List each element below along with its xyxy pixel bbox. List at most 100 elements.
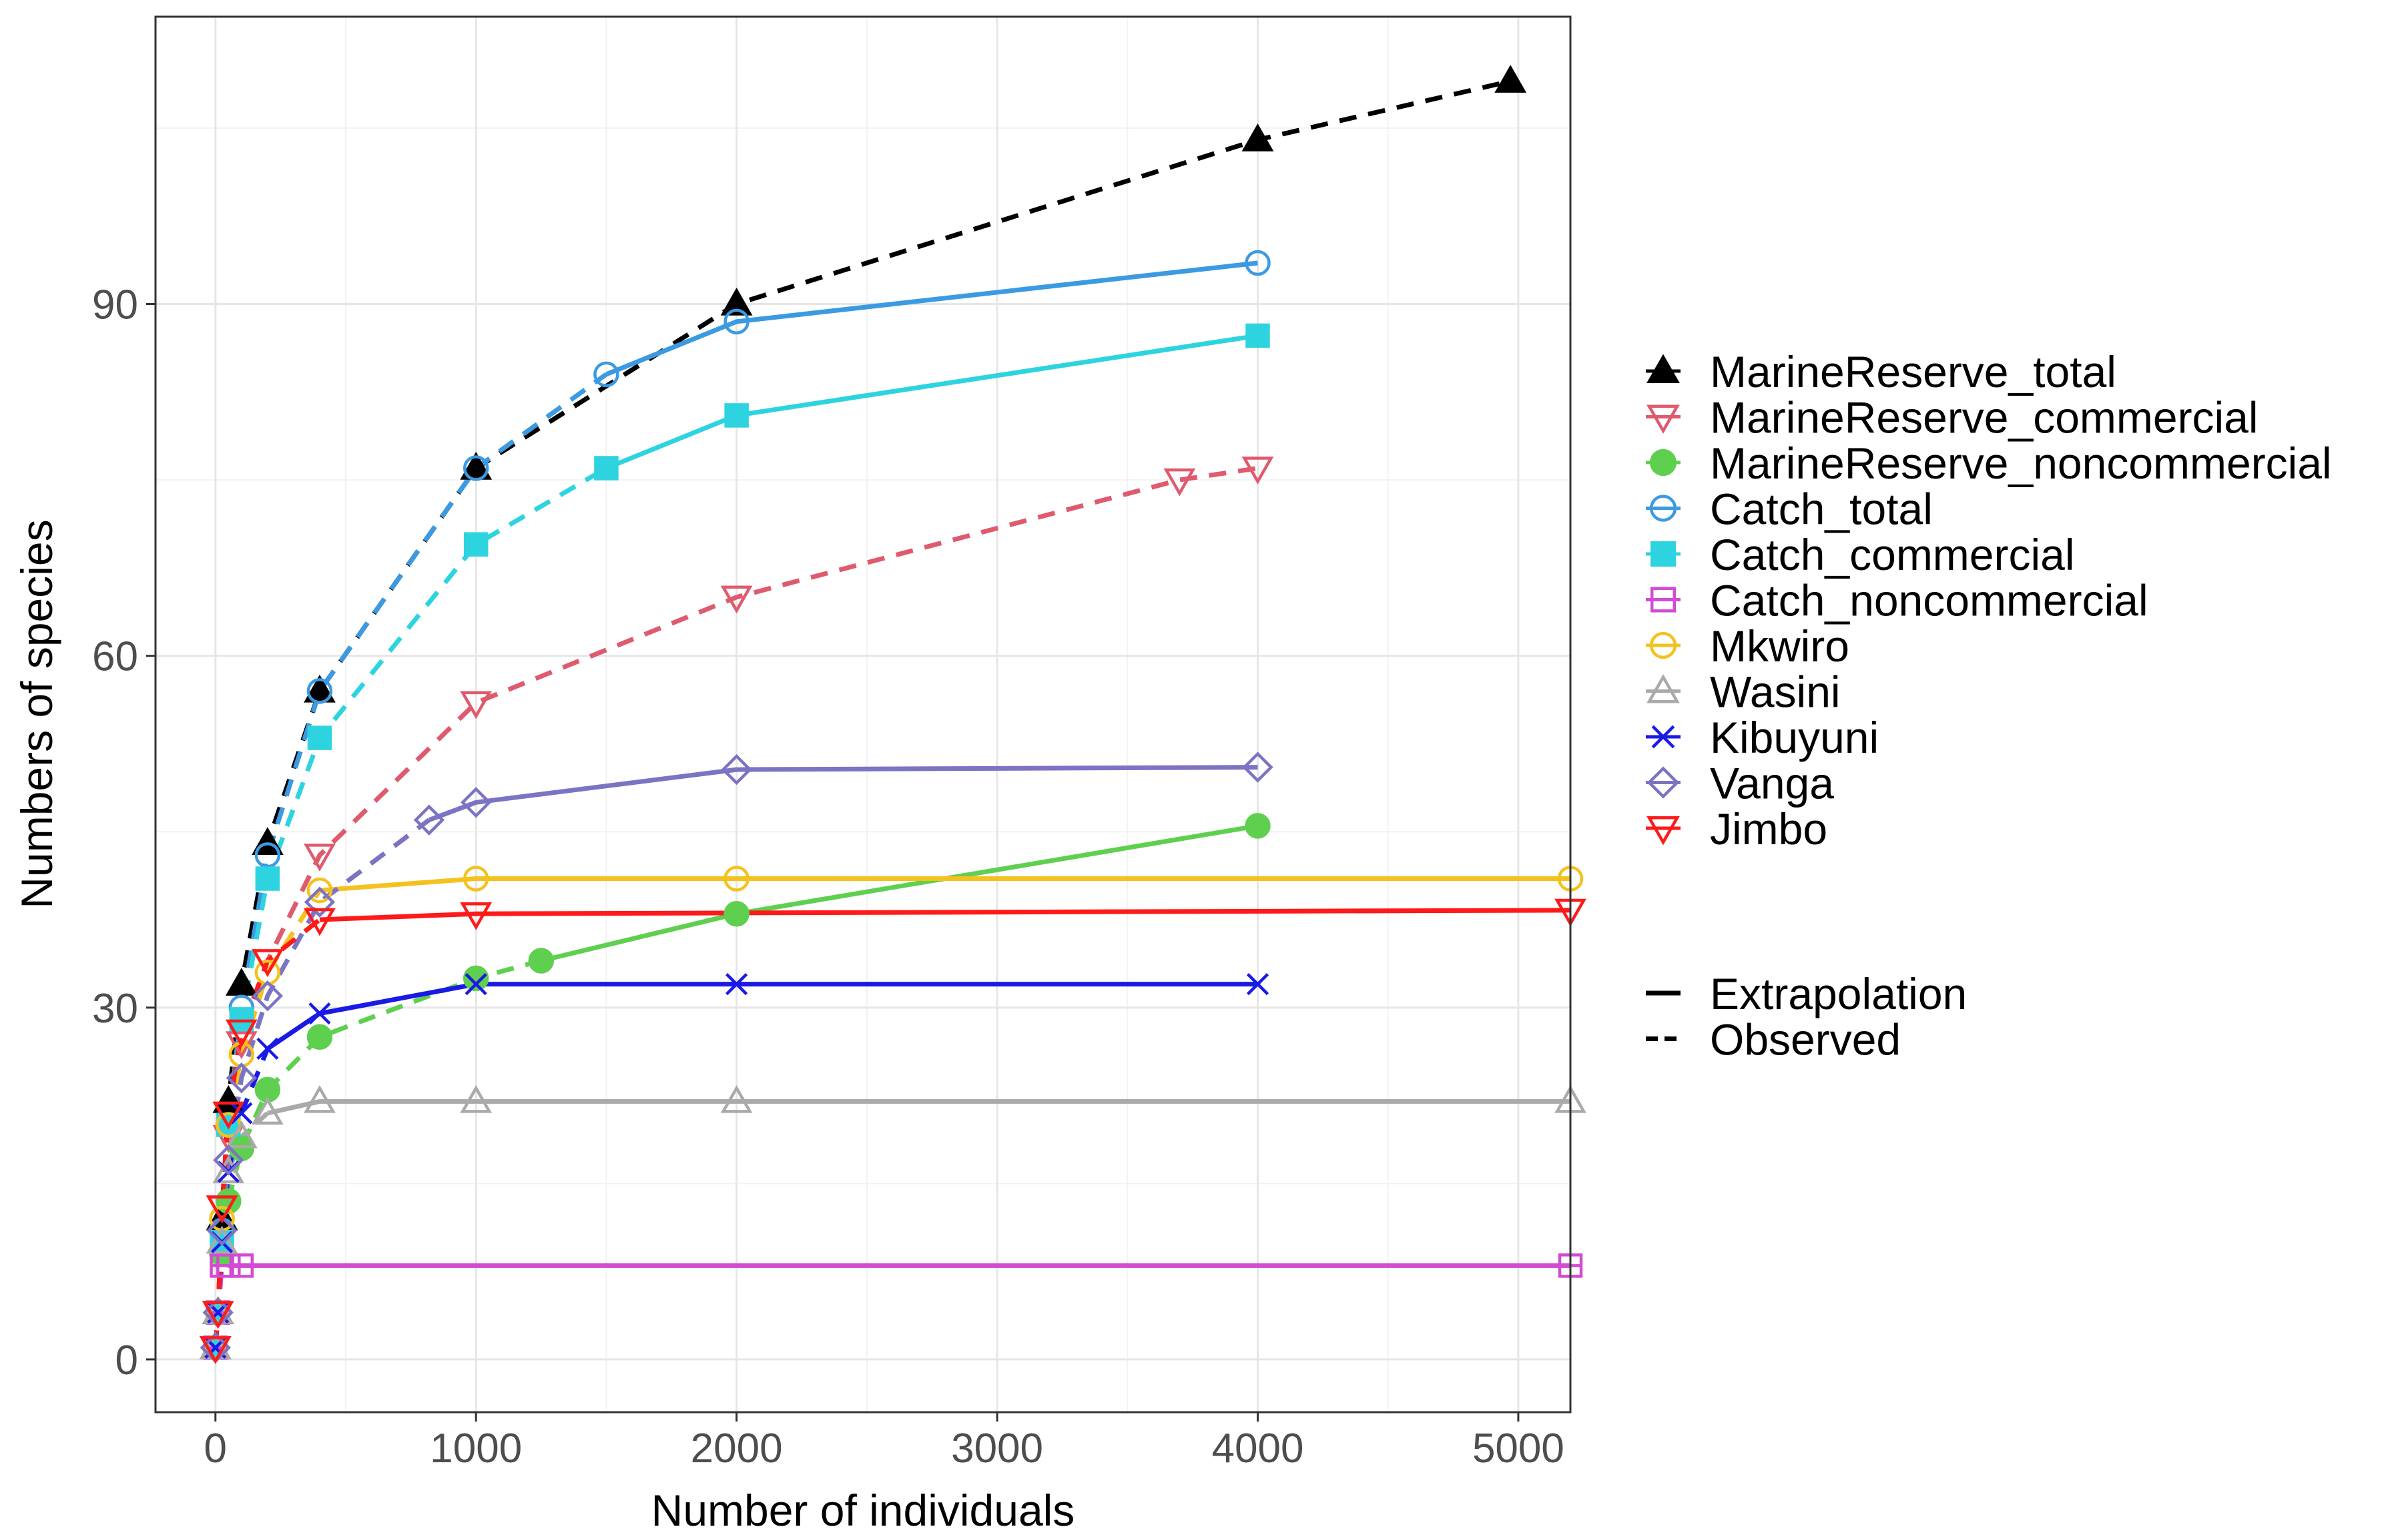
legend-label: Kibuyuni xyxy=(1710,713,1879,762)
legend-label: MarineReserve_noncommercial xyxy=(1710,438,2332,488)
point-mkwiro xyxy=(723,866,749,892)
point-jimbo xyxy=(212,1101,245,1130)
legend-marker xyxy=(1646,673,1680,703)
legend-marker xyxy=(1649,495,1677,522)
point-catch-total xyxy=(723,308,749,335)
point-wasini xyxy=(720,1085,753,1113)
point-marinereserve-commercial xyxy=(460,691,493,719)
point-catch-total xyxy=(1245,250,1271,276)
point-kibuyuni xyxy=(1246,973,1269,996)
point-kibuyuni xyxy=(230,1102,253,1125)
point-wasini xyxy=(202,1296,234,1324)
point-jimbo xyxy=(225,1019,258,1048)
point-marinereserve-noncommercial xyxy=(1245,813,1271,839)
y-tick-label: 90 xyxy=(92,282,138,328)
point-marinereserve-total xyxy=(225,968,258,996)
point-marinereserve-noncommercial xyxy=(306,1024,333,1050)
point-wasini xyxy=(225,1120,258,1149)
legend: MarineReserve_totalMarineReserve_commerc… xyxy=(1646,347,2332,854)
point-catch-total xyxy=(306,678,333,704)
point-kibuyuni xyxy=(308,1002,331,1025)
point-marinereserve-total xyxy=(720,287,753,316)
point-vanga xyxy=(304,886,336,918)
legend-item-catch-total: Catch_total xyxy=(1646,485,1933,534)
point-wasini xyxy=(304,1085,336,1113)
legend-label: Catch_commercial xyxy=(1710,530,2075,579)
point-vanga xyxy=(721,753,752,786)
point-vanga xyxy=(213,1145,244,1176)
y-axis-title: Numbers of species xyxy=(12,519,61,908)
point-jimbo xyxy=(199,1336,232,1364)
point-vanga xyxy=(252,980,284,1012)
point-marinereserve-commercial xyxy=(1163,468,1196,497)
y-tick-label: 60 xyxy=(92,634,138,680)
legend-label: Catch_noncommercial xyxy=(1710,576,2148,625)
point-mkwiro xyxy=(306,877,333,904)
point-marinereserve-total xyxy=(1241,123,1274,151)
legend-item-wasini: Wasini xyxy=(1646,667,1841,717)
point-vanga xyxy=(206,1215,238,1246)
point-catch-commercial xyxy=(724,403,749,428)
point-jimbo xyxy=(304,908,336,936)
legend-item-catch-commercial: Catch_commercial xyxy=(1646,530,2075,579)
x-tick-label: 0 xyxy=(204,1426,227,1472)
legend-marker xyxy=(1650,587,1677,613)
point-marinereserve-noncommercial xyxy=(528,948,555,974)
x-tick-label: 2000 xyxy=(691,1426,783,1472)
point-marinereserve-commercial xyxy=(720,585,753,614)
point-marinereserve-commercial xyxy=(1241,456,1274,485)
x-tick-label: 5000 xyxy=(1472,1426,1564,1472)
legend-item-marinereserve-total: MarineReserve_total xyxy=(1646,347,2116,396)
point-jimbo xyxy=(460,902,493,930)
linetype-label: Extrapolation xyxy=(1710,969,1967,1018)
legend-label: Vanga xyxy=(1710,759,1834,808)
series-line-extrapolation-wasini xyxy=(267,1099,1570,1116)
legend-item-mkwiro: Mkwiro xyxy=(1646,621,1849,671)
point-marinereserve-total xyxy=(1494,65,1527,93)
legend-marker xyxy=(1651,725,1675,749)
legend-marker xyxy=(1649,631,1677,659)
legend-item-jimbo: Jimbo xyxy=(1646,804,1827,854)
point-marinereserve-noncommercial xyxy=(723,900,749,927)
y-axis-ticks: 0 30 60 90 xyxy=(92,282,156,1383)
point-wasini xyxy=(206,1225,238,1254)
x-tick-label: 4000 xyxy=(1212,1426,1304,1472)
x-axis-title: Number of individuals xyxy=(651,1486,1075,1535)
series-line-extrapolation-vanga xyxy=(428,765,1258,822)
legend-item-marinereserve-commercial: MarineReserve_commercial xyxy=(1646,393,2259,442)
point-jimbo xyxy=(206,1195,238,1224)
legend-label: MarineReserve_commercial xyxy=(1710,393,2259,442)
x-axis-ticks: 0 1000 2000 3000 4000 5000 xyxy=(204,1412,1564,1472)
point-wasini xyxy=(199,1331,232,1359)
point-marinereserve-noncommercial xyxy=(463,965,489,992)
legend-item-kibuyuni: Kibuyuni xyxy=(1646,713,1879,762)
legend-label: Wasini xyxy=(1710,667,1841,717)
point-marinereserve-commercial xyxy=(304,844,336,872)
legend-marker xyxy=(1646,766,1680,799)
series-line-extrapolation-jimbo xyxy=(319,908,1571,922)
point-catch-commercial xyxy=(1245,323,1270,348)
y-tick-label: 30 xyxy=(92,986,138,1032)
point-kibuyuni xyxy=(256,1037,279,1060)
point-catch-commercial xyxy=(229,1007,254,1032)
legend-item-vanga: Vanga xyxy=(1646,759,1834,808)
series-line-extrapolation-catch-total xyxy=(605,260,1258,377)
point-kibuyuni xyxy=(465,973,487,996)
x-tick-label: 1000 xyxy=(430,1426,522,1472)
linetype-legend-item: Extrapolation xyxy=(1646,969,1967,1018)
legend-label: Mkwiro xyxy=(1710,621,1849,671)
point-vanga xyxy=(413,804,445,836)
point-catch-commercial xyxy=(463,532,489,557)
point-wasini xyxy=(212,1155,245,1184)
legend-marker xyxy=(1646,404,1680,434)
y-tick-label: 0 xyxy=(115,1337,138,1383)
x-tick-label: 3000 xyxy=(951,1426,1043,1472)
point-marinereserve-noncommercial xyxy=(228,1135,255,1161)
legend-item-marinereserve-noncommercial: MarineReserve_noncommercial xyxy=(1646,438,2332,488)
point-vanga xyxy=(461,787,492,818)
point-kibuyuni xyxy=(725,973,748,996)
legend-marker xyxy=(1649,448,1677,477)
point-catch-commercial xyxy=(594,456,619,481)
